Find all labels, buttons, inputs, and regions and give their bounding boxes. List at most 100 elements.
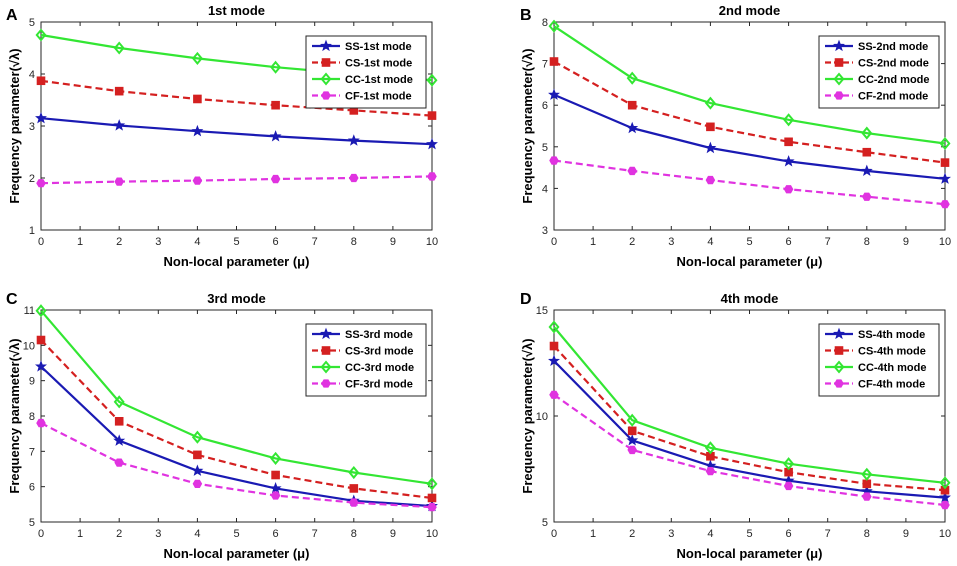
series-cc-4th-mode bbox=[548, 320, 951, 490]
series-cs-3rd-mode bbox=[36, 335, 437, 503]
series-line bbox=[40, 117, 433, 146]
data-point bbox=[114, 177, 124, 186]
data-point bbox=[548, 19, 560, 33]
series-cs-1st-mode bbox=[36, 76, 437, 120]
x-tick-label: 4 bbox=[194, 236, 200, 248]
x-tick-label: 9 bbox=[903, 528, 909, 540]
legend-marker bbox=[834, 58, 844, 67]
legend-marker bbox=[834, 91, 844, 100]
series-line bbox=[40, 175, 433, 185]
data-point bbox=[427, 111, 437, 120]
x-tick-label: 2 bbox=[116, 236, 122, 248]
x-tick-label: 3 bbox=[155, 236, 161, 248]
data-point bbox=[114, 458, 124, 467]
x-axis-label: Non-local parameter (μ) bbox=[164, 546, 310, 561]
y-tick-label: 8 bbox=[542, 17, 548, 29]
data-point bbox=[782, 155, 795, 167]
data-point bbox=[627, 445, 637, 455]
data-point bbox=[706, 122, 715, 132]
legend-label: CS-2nd mode bbox=[858, 58, 929, 70]
data-point bbox=[270, 174, 281, 184]
series-cc-2nd-mode bbox=[548, 19, 951, 151]
data-point bbox=[704, 441, 716, 455]
x-tick-label: 8 bbox=[351, 528, 357, 540]
data-point bbox=[36, 76, 46, 86]
legend-marker bbox=[321, 58, 331, 67]
data-point bbox=[549, 156, 559, 165]
legend-label: CF-2nd mode bbox=[858, 91, 928, 103]
series-line bbox=[40, 365, 433, 508]
data-point bbox=[193, 94, 202, 104]
legend-marker bbox=[320, 327, 332, 340]
series-ss-2nd-mode bbox=[548, 88, 951, 184]
legend-marker bbox=[320, 72, 332, 86]
data-point bbox=[192, 479, 203, 488]
y-tick-label: 5 bbox=[29, 517, 35, 529]
panel-d: 0 1 2 3 4 5 6 7 8 9 10 5 10 15 4th mode D Non-local para… bbox=[520, 291, 951, 561]
series-ss-1st-mode bbox=[35, 111, 438, 150]
series-line bbox=[553, 25, 946, 145]
data-point bbox=[627, 426, 637, 436]
data-point bbox=[705, 175, 716, 185]
legend-label: CC-1st mode bbox=[345, 74, 413, 86]
data-point bbox=[549, 57, 559, 66]
data-point bbox=[270, 451, 282, 465]
x-tick-label: 5 bbox=[233, 236, 239, 248]
panel-b: 0 1 2 3 4 5 6 7 8 9 10 3 4 5 6 7 8 2nd mode B Non-local par… bbox=[520, 3, 951, 269]
legend-marker bbox=[320, 360, 332, 374]
data-point bbox=[35, 28, 47, 42]
x-tick-label: 2 bbox=[629, 236, 635, 248]
x-tick-label: 0 bbox=[551, 528, 557, 540]
y-tick-label: 3 bbox=[29, 121, 35, 133]
data-point bbox=[940, 158, 950, 167]
x-tick-label: 9 bbox=[390, 236, 396, 248]
data-point bbox=[549, 390, 559, 399]
data-point bbox=[783, 457, 795, 471]
x-tick-label: 10 bbox=[939, 528, 951, 540]
legend-label: CS-1st mode bbox=[345, 58, 412, 70]
data-point bbox=[548, 88, 560, 100]
data-point bbox=[705, 467, 716, 476]
data-point bbox=[349, 498, 359, 507]
series-line bbox=[553, 93, 946, 180]
y-axis-label: Frequency parameter(√λ) bbox=[7, 48, 22, 203]
chart-title: 3rd mode bbox=[207, 291, 266, 306]
x-axis-label: Non-local parameter (μ) bbox=[677, 546, 823, 561]
legend: SS-1st mode CS-1st mode CC-1st mode CF-1st … bbox=[305, 35, 427, 109]
x-tick-label: 8 bbox=[351, 236, 357, 248]
y-tick-label: 6 bbox=[542, 100, 548, 112]
series-line bbox=[553, 360, 946, 499]
data-point bbox=[626, 71, 638, 85]
x-axis-label: Non-local parameter (μ) bbox=[164, 254, 310, 269]
legend-marker bbox=[834, 346, 844, 355]
data-point bbox=[939, 476, 951, 490]
data-point bbox=[783, 113, 795, 127]
data-point bbox=[349, 484, 359, 493]
data-point bbox=[347, 134, 360, 146]
data-point bbox=[861, 126, 873, 140]
x-tick-label: 10 bbox=[426, 236, 438, 248]
y-tick-label: 2 bbox=[29, 173, 35, 185]
series-line bbox=[40, 339, 433, 500]
data-point bbox=[36, 335, 46, 345]
data-point bbox=[192, 176, 203, 185]
y-tick-label: 10 bbox=[536, 411, 548, 423]
data-point bbox=[549, 341, 559, 351]
x-tick-label: 0 bbox=[38, 236, 44, 248]
series-cc-3rd-mode bbox=[35, 304, 438, 491]
data-point bbox=[191, 51, 203, 65]
x-tick-label: 2 bbox=[629, 528, 635, 540]
y-tick-label: 1 bbox=[29, 225, 35, 237]
x-tick-label: 6 bbox=[786, 528, 792, 540]
x-tick-label: 8 bbox=[864, 528, 870, 540]
series-line bbox=[553, 393, 946, 507]
y-tick-label: 4 bbox=[29, 69, 35, 81]
data-point bbox=[427, 503, 437, 512]
x-tick-label: 1 bbox=[77, 236, 83, 248]
series-cf-3rd-mode bbox=[36, 418, 437, 512]
data-point bbox=[270, 491, 281, 500]
legend-label: SS-3rd mode bbox=[345, 329, 413, 341]
panel-label: C bbox=[6, 291, 18, 308]
data-point bbox=[114, 417, 124, 426]
